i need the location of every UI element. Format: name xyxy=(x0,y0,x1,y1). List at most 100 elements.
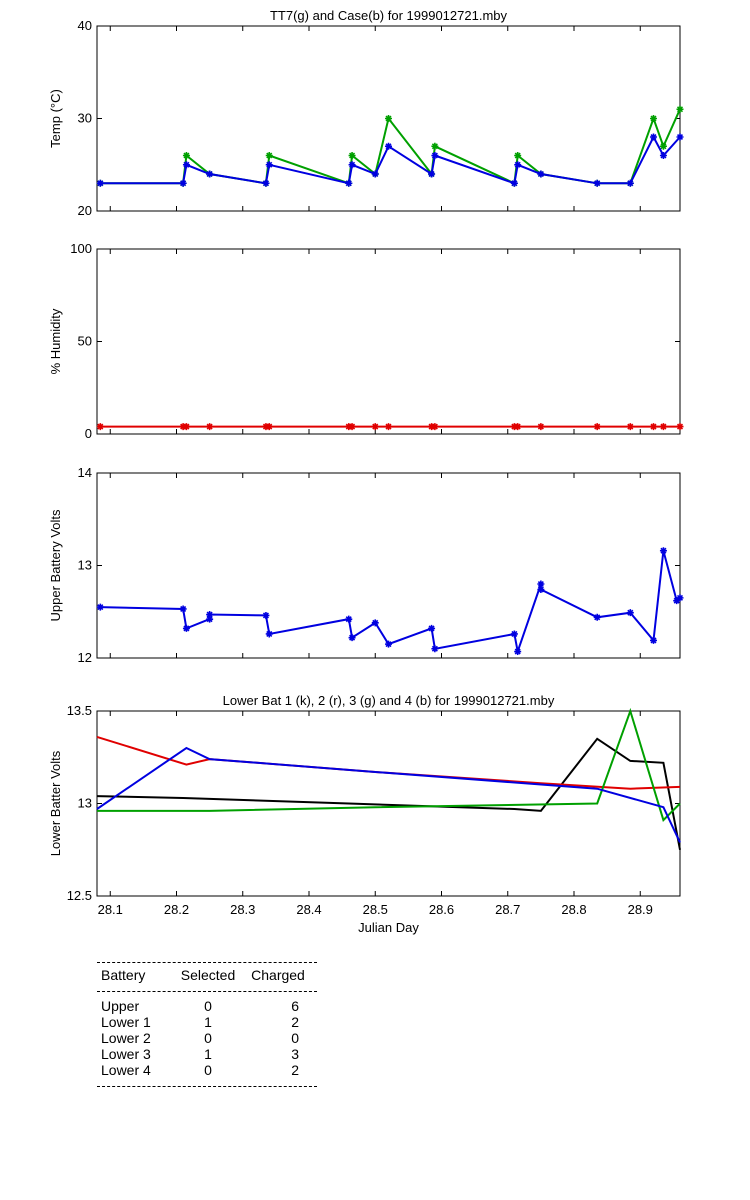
header-selected: Selected xyxy=(180,967,236,983)
x-tick-label: 28.2 xyxy=(164,902,189,917)
data-point-case xyxy=(96,179,104,187)
x-tick-label: 28.6 xyxy=(429,902,454,917)
cell-battery: Lower 2 xyxy=(101,1030,151,1046)
x-axis-label: Julian Day xyxy=(358,920,419,935)
cell-selected: 1 xyxy=(204,1046,212,1062)
data-point-humidity xyxy=(514,423,522,431)
data-point-case xyxy=(182,161,190,169)
y-tick-label: 20 xyxy=(78,203,92,218)
cell-charged: 6 xyxy=(291,998,299,1014)
table-row: Lower 2 0 0 xyxy=(101,1030,317,1046)
y-tick-label: 100 xyxy=(70,241,92,256)
data-point-humidity xyxy=(537,423,545,431)
series-line-lower-4 xyxy=(96,746,681,843)
y-tick-label: 13.5 xyxy=(67,703,92,718)
data-point-tt7 xyxy=(348,152,356,159)
data-point-tt7 xyxy=(676,105,684,113)
cell-selected: 0 xyxy=(204,1062,212,1078)
cell-battery: Lower 1 xyxy=(101,1014,151,1030)
cell-charged: 2 xyxy=(291,1014,299,1030)
battery-table: Battery Selected Charged Upper 0 6 Lower… xyxy=(97,962,317,1087)
data-point-tt7 xyxy=(431,142,439,150)
data-point-upper xyxy=(262,611,270,619)
x-tick-label: 28.9 xyxy=(628,902,653,917)
x-tick-label: 28.8 xyxy=(561,902,586,917)
x-tick-label: 28.7 xyxy=(495,902,520,917)
data-point-upper xyxy=(179,605,187,613)
cell-charged: 0 xyxy=(291,1030,299,1046)
data-point-humidity xyxy=(206,423,214,431)
y-tick-label: 30 xyxy=(78,111,92,126)
cell-battery: Lower 3 xyxy=(101,1046,151,1062)
data-point-case xyxy=(265,161,273,169)
cell-selected: 0 xyxy=(204,998,212,1014)
table-row: Lower 1 1 2 xyxy=(101,1014,317,1030)
data-point-upper xyxy=(265,630,273,638)
y-axis-label: Lower Batter Volts xyxy=(48,750,63,856)
cell-charged: 3 xyxy=(291,1046,299,1062)
chart-title: TT7(g) and Case(b) for 1999012721.mby xyxy=(270,8,508,23)
data-point-tt7 xyxy=(514,152,522,159)
x-tick-label: 28.1 xyxy=(98,902,123,917)
data-point-humidity xyxy=(371,423,379,431)
data-point-upper xyxy=(182,624,190,632)
data-point-humidity xyxy=(659,423,667,431)
y-tick-label: 13 xyxy=(78,796,92,811)
series-line-case xyxy=(100,134,681,185)
y-tick-label: 40 xyxy=(78,18,92,33)
data-point-case xyxy=(345,179,353,187)
data-point-humidity xyxy=(593,423,601,431)
data-point-case xyxy=(179,179,187,187)
y-tick-label: 50 xyxy=(78,334,92,349)
data-point-upper xyxy=(514,648,522,656)
data-point-humidity xyxy=(96,423,104,431)
data-point-case xyxy=(514,161,522,169)
header-battery: Battery xyxy=(101,967,146,983)
series-line-lower-3 xyxy=(97,707,681,822)
y-axis-label: Upper Battery Volts xyxy=(48,509,63,621)
data-point-upper xyxy=(431,645,439,653)
data-point-case xyxy=(593,179,601,187)
header-charged: Charged xyxy=(251,967,305,983)
table-body: Upper 0 6 Lower 1 1 2 Lower 2 0 0 Lower … xyxy=(97,992,317,1086)
data-point-upper xyxy=(206,615,214,623)
table-bottom-rule xyxy=(97,1086,317,1087)
table-mid-rule xyxy=(97,991,317,992)
data-point-humidity xyxy=(676,423,684,431)
series-line-upper xyxy=(100,550,681,656)
plot-frame xyxy=(96,248,681,435)
data-point-case xyxy=(626,179,634,187)
figure: 20 30 40 TT7(g) and Case(b) for 1999012721.… xyxy=(48,8,684,935)
data-point-upper xyxy=(510,630,518,638)
data-point-upper xyxy=(659,547,667,555)
data-point-case xyxy=(262,179,270,187)
data-point-upper xyxy=(371,619,379,627)
data-point-upper xyxy=(96,603,104,611)
series-line-lower-1 xyxy=(96,737,681,850)
data-point-case xyxy=(371,170,379,178)
y-axis-label: % Humidity xyxy=(48,308,63,374)
y-axis-label: Temp (°C) xyxy=(48,89,63,148)
data-point-tt7 xyxy=(650,115,657,122)
data-point-upper xyxy=(537,580,545,588)
data-point-humidity xyxy=(431,423,439,431)
data-point-case xyxy=(659,152,667,159)
data-point-humidity xyxy=(650,423,657,431)
data-point-humidity xyxy=(265,423,273,431)
data-point-case xyxy=(676,133,684,141)
data-point-case xyxy=(537,170,545,178)
data-point-tt7 xyxy=(182,152,190,159)
table-row: Lower 4 0 2 xyxy=(101,1062,317,1078)
cell-charged: 2 xyxy=(291,1062,299,1078)
data-point-case xyxy=(348,161,356,169)
data-point-upper xyxy=(345,615,353,623)
data-point-tt7 xyxy=(659,142,667,150)
y-tick-label: 12.5 xyxy=(67,888,92,903)
data-point-case xyxy=(385,142,392,150)
table-row: Lower 3 1 3 xyxy=(101,1046,317,1062)
data-point-humidity xyxy=(182,423,190,431)
y-tick-label: 12 xyxy=(78,650,92,665)
data-point-tt7 xyxy=(385,115,392,122)
data-point-case xyxy=(431,152,439,159)
data-point-tt7 xyxy=(265,152,273,159)
